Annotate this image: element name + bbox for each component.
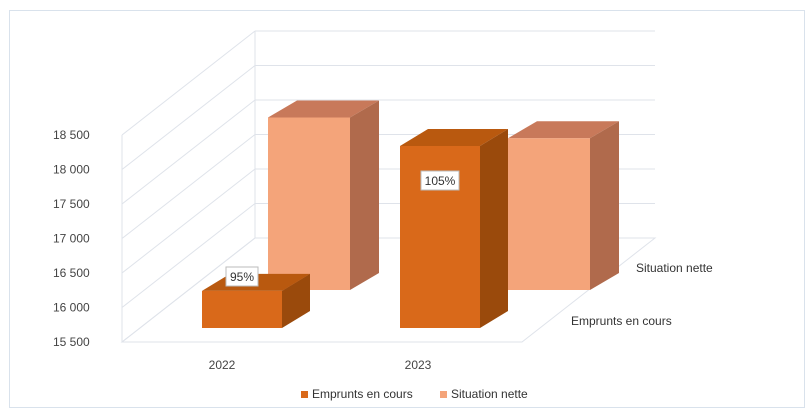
data-label: 95% bbox=[230, 270, 254, 284]
bar-situation-nette bbox=[268, 100, 379, 290]
grid-diagonal bbox=[121, 99, 256, 205]
data-label: 105% bbox=[425, 174, 456, 188]
y-tick-label: 16 000 bbox=[53, 301, 90, 315]
grid-diagonal bbox=[121, 203, 256, 308]
legend-label: Emprunts en cours bbox=[312, 387, 413, 401]
y-tick-label: 17 500 bbox=[53, 197, 90, 211]
legend-label: Situation nette bbox=[451, 387, 528, 401]
y-tick-label: 18 000 bbox=[53, 163, 90, 177]
legend-swatch bbox=[440, 391, 447, 398]
y-tick-label: 15 500 bbox=[53, 335, 90, 349]
x-tick-label: 2023 bbox=[405, 358, 432, 372]
grid-diagonal bbox=[121, 134, 256, 239]
bar-emprunts-en-cours bbox=[400, 129, 508, 328]
series-axis-label: Emprunts en cours bbox=[571, 314, 672, 328]
legend-swatch bbox=[301, 391, 308, 398]
y-tick-label: 16 500 bbox=[53, 266, 90, 280]
y-tick-label: 17 000 bbox=[53, 232, 90, 246]
bar-situation-nette bbox=[508, 121, 619, 290]
grid-diagonal bbox=[121, 65, 256, 170]
y-tick-label: 18 500 bbox=[53, 128, 90, 142]
grid-diagonal bbox=[121, 168, 256, 274]
data-label-box bbox=[225, 266, 259, 287]
chart-floor bbox=[120, 237, 657, 343]
x-tick-label: 2022 bbox=[209, 358, 236, 372]
series-axis-label: Situation nette bbox=[636, 261, 713, 275]
data-label-box bbox=[420, 170, 460, 191]
grid-diagonal bbox=[121, 30, 256, 136]
